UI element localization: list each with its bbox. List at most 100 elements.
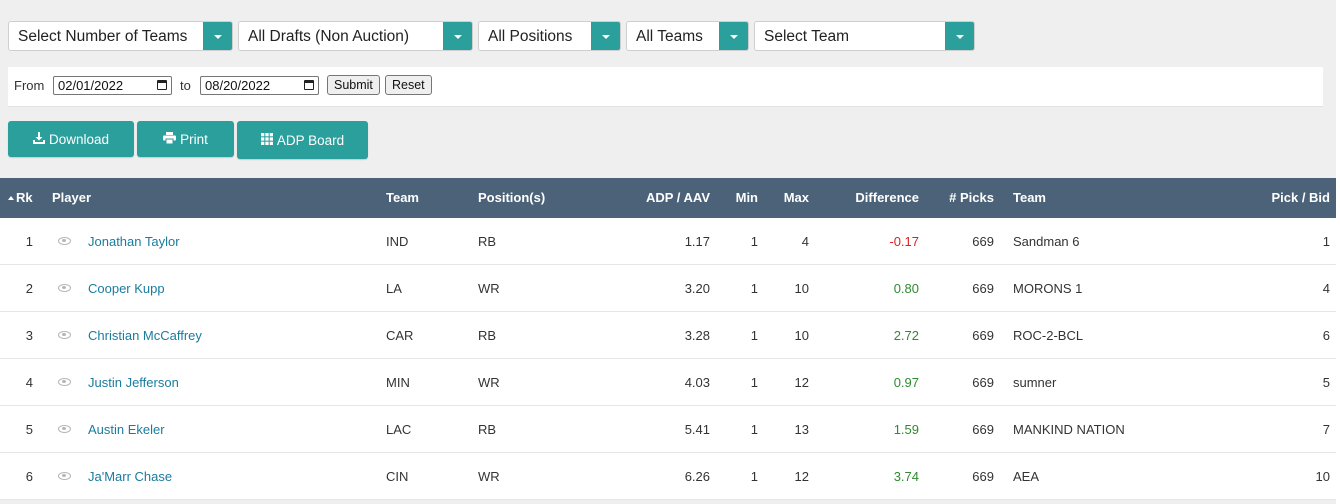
rank-cell: 6 bbox=[25, 469, 33, 484]
team-cell: LAC bbox=[386, 422, 412, 437]
rank-header[interactable]: Rk bbox=[8, 190, 33, 205]
submit-button[interactable]: Submit bbox=[327, 75, 380, 95]
eye-icon[interactable] bbox=[58, 284, 71, 292]
date-range-bar: From 02/01/2022 to 08/20/2022 Submit Res… bbox=[8, 67, 1323, 107]
draft-team-cell: ROC-2-BCL bbox=[1013, 328, 1084, 343]
max-cell: 10 bbox=[794, 328, 809, 343]
table-row: 4 Justin Jefferson MIN WR 4.03 1 12 0.97 669 sumn… bbox=[0, 359, 1340, 406]
from-date-value: 02/01/2022 bbox=[58, 78, 124, 93]
min-header[interactable]: Min bbox=[735, 190, 758, 205]
picks-cell: 669 bbox=[972, 328, 994, 343]
team-cell: CIN bbox=[386, 469, 409, 484]
adp-cell: 3.20 bbox=[684, 281, 710, 296]
download-label: Download bbox=[48, 131, 110, 147]
min-cell: 1 bbox=[750, 328, 758, 343]
pick-bid-header[interactable]: Pick / Bid bbox=[1271, 190, 1330, 205]
position-cell: WR bbox=[478, 469, 500, 484]
adp-header[interactable]: ADP / AAV bbox=[645, 190, 710, 205]
adp-table: Rk Player Team Position(s) ADP / AAV Min… bbox=[0, 178, 1340, 500]
team-header[interactable]: Team bbox=[386, 190, 419, 205]
player-link[interactable]: Jonathan Taylor bbox=[88, 234, 180, 249]
min-cell: 1 bbox=[750, 469, 758, 484]
draft-type-select[interactable]: All Drafts (Non Auction) bbox=[238, 21, 473, 51]
max-cell: 10 bbox=[794, 281, 809, 296]
player-link[interactable]: Christian McCaffrey bbox=[88, 328, 202, 343]
sort-asc-icon bbox=[8, 196, 14, 200]
position-cell: WR bbox=[478, 281, 500, 296]
print-button[interactable]: Print bbox=[137, 121, 234, 157]
to-date-value: 08/20/2022 bbox=[205, 78, 271, 93]
picks-header[interactable]: # Picks bbox=[949, 190, 994, 205]
eye-icon[interactable] bbox=[58, 425, 71, 433]
picks-cell: 669 bbox=[972, 375, 994, 390]
picks-cell: 669 bbox=[972, 234, 994, 249]
to-date-input[interactable]: 08/20/2022 bbox=[200, 76, 319, 95]
player-header[interactable]: Player bbox=[52, 190, 92, 205]
chevron-down-icon[interactable] bbox=[945, 22, 974, 50]
chevron-down-icon[interactable] bbox=[203, 22, 232, 50]
player-link[interactable]: Austin Ekeler bbox=[88, 422, 165, 437]
pick-bid-cell: 1 bbox=[1322, 234, 1330, 249]
player-link[interactable]: Cooper Kupp bbox=[88, 281, 165, 296]
pick-bid-cell: 4 bbox=[1322, 281, 1330, 296]
teams-select[interactable]: All Teams bbox=[626, 21, 749, 51]
page-edge bbox=[1336, 0, 1340, 504]
download-icon bbox=[32, 131, 45, 147]
max-header[interactable]: Max bbox=[783, 190, 809, 205]
num-teams-select[interactable]: Select Number of Teams bbox=[8, 21, 233, 51]
chevron-down-icon[interactable] bbox=[719, 22, 748, 50]
adp-cell: 3.28 bbox=[684, 328, 710, 343]
positions-header[interactable]: Position(s) bbox=[478, 190, 546, 205]
pick-bid-cell: 7 bbox=[1322, 422, 1330, 437]
to-label: to bbox=[180, 78, 191, 93]
adp-cell: 4.03 bbox=[684, 375, 710, 390]
calendar-icon[interactable] bbox=[157, 80, 167, 90]
max-cell: 12 bbox=[794, 375, 809, 390]
table-row: 1 Jonathan Taylor IND RB 1.17 1 4 -0.17 669 Sandm… bbox=[0, 218, 1340, 265]
grid-icon bbox=[260, 132, 273, 148]
draft-team-header[interactable]: Team bbox=[1013, 190, 1046, 205]
eye-icon[interactable] bbox=[58, 378, 71, 386]
rank-cell: 2 bbox=[25, 281, 33, 296]
chevron-down-icon[interactable] bbox=[443, 22, 472, 50]
picks-cell: 669 bbox=[972, 281, 994, 296]
difference-header[interactable]: Difference bbox=[855, 190, 919, 205]
download-button[interactable]: Download bbox=[8, 121, 134, 157]
max-cell: 13 bbox=[794, 422, 809, 437]
adp-board-button[interactable]: ADP Board bbox=[237, 121, 368, 159]
reset-button[interactable]: Reset bbox=[385, 75, 432, 95]
eye-icon[interactable] bbox=[58, 472, 71, 480]
draft-team-cell: AEA bbox=[1013, 469, 1040, 484]
adp-cell: 1.17 bbox=[684, 234, 710, 249]
difference-cell: 3.74 bbox=[893, 469, 919, 484]
min-cell: 1 bbox=[750, 375, 758, 390]
table-row: 6 Ja'Marr Chase CIN WR 6.26 1 12 3.74 669 AEA 10 bbox=[0, 453, 1340, 500]
from-date-input[interactable]: 02/01/2022 bbox=[53, 76, 172, 95]
pick-bid-cell: 5 bbox=[1322, 375, 1330, 390]
picks-cell: 669 bbox=[972, 469, 994, 484]
positions-select[interactable]: All Positions bbox=[478, 21, 621, 51]
rank-cell: 3 bbox=[25, 328, 33, 343]
draft-team-cell: MANKIND NATION bbox=[1013, 422, 1125, 437]
max-cell: 12 bbox=[794, 469, 809, 484]
pick-bid-cell: 10 bbox=[1315, 469, 1330, 484]
teams-select-value: All Teams bbox=[636, 28, 703, 45]
difference-cell: -0.17 bbox=[889, 234, 919, 249]
min-cell: 1 bbox=[750, 234, 758, 249]
player-link[interactable]: Ja'Marr Chase bbox=[88, 469, 173, 484]
chevron-down-icon[interactable] bbox=[591, 22, 620, 50]
rank-header-label: Rk bbox=[16, 190, 33, 205]
max-cell: 4 bbox=[801, 234, 809, 249]
position-cell: RB bbox=[478, 422, 497, 437]
player-link[interactable]: Justin Jefferson bbox=[88, 375, 179, 390]
team-cell: IND bbox=[386, 234, 409, 249]
eye-icon[interactable] bbox=[58, 331, 71, 339]
print-icon bbox=[163, 131, 177, 147]
team-select-value: Select Team bbox=[764, 28, 850, 45]
calendar-icon[interactable] bbox=[304, 80, 314, 90]
eye-icon[interactable] bbox=[58, 237, 71, 245]
pick-bid-cell: 6 bbox=[1322, 328, 1330, 343]
difference-cell: 0.97 bbox=[893, 375, 919, 390]
position-cell: RB bbox=[478, 234, 497, 249]
team-select[interactable]: Select Team bbox=[754, 21, 975, 51]
